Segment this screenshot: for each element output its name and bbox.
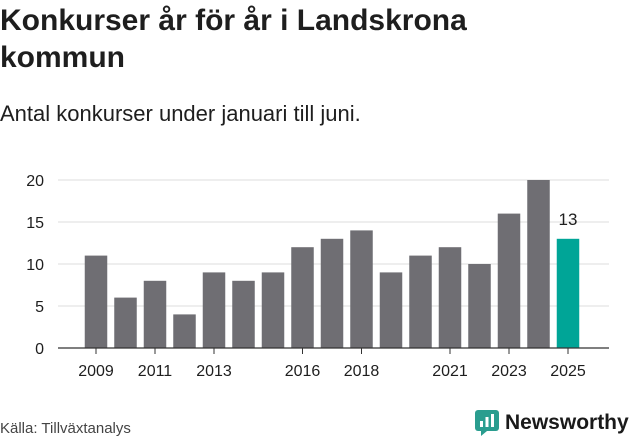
x-tick-label: 2021 [432, 363, 468, 380]
source-note: Källa: Tillväxtanalys [0, 420, 131, 437]
y-tick-label: 0 [35, 341, 44, 358]
bar-2015 [261, 272, 285, 348]
bar-2023 [497, 213, 521, 348]
bar-2016 [291, 247, 314, 348]
x-tick-label: 2023 [491, 363, 527, 380]
x-tick-label: 2025 [550, 363, 586, 380]
bar-2010 [114, 297, 137, 348]
brand-name: Newsworthy [505, 411, 629, 434]
bar-2025 [556, 238, 580, 348]
brand-logo: Newsworthy [475, 408, 629, 438]
y-tick-label: 10 [26, 257, 44, 274]
x-tick-label: 2009 [78, 363, 114, 380]
bar-2009 [84, 255, 108, 348]
chart-title: Konkurser år för år i Landskrona kommun [0, 4, 467, 74]
bar-2024 [527, 180, 550, 348]
x-tick-label: 2018 [344, 363, 380, 380]
y-tick-label: 20 [26, 173, 44, 190]
x-tick-label: 2013 [196, 363, 232, 380]
bar-2022 [468, 264, 491, 348]
bar-2020 [409, 255, 432, 348]
bar-2019 [379, 272, 403, 348]
x-tick-label: 2011 [138, 363, 173, 380]
y-tick-label: 5 [35, 299, 44, 316]
bar-2011 [143, 280, 167, 348]
chart-subtitle: Antal konkurser under januari till juni. [0, 101, 361, 126]
x-tick-label: 2016 [285, 363, 321, 380]
bar-2018 [350, 230, 373, 348]
bar-2021 [438, 247, 462, 348]
bar-2014 [232, 280, 255, 348]
y-tick-label: 15 [26, 215, 44, 232]
bar-2013 [202, 272, 226, 348]
bar-2017 [320, 238, 344, 348]
newsworthy-logo-icon [475, 410, 499, 436]
bar-2012 [173, 314, 196, 348]
bar-chart: 0 5 10 15 20 2009 2011 2013 2016 2018 2021 2023 2025… [26, 173, 609, 380]
data-label-2025: 13 [559, 210, 578, 229]
